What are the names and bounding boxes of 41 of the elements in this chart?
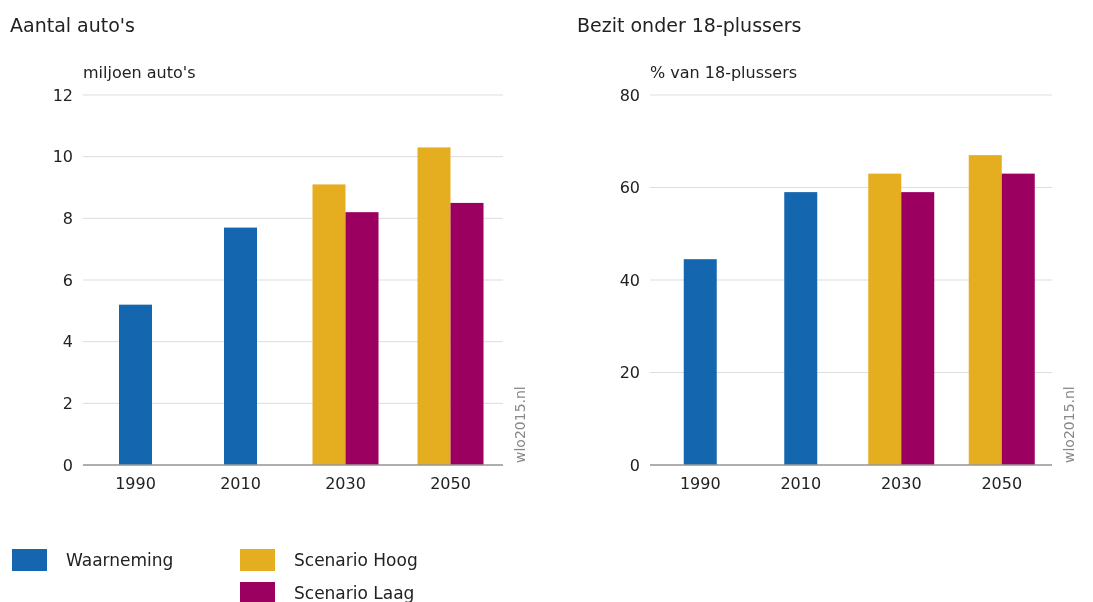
y-tick-label: 20	[619, 363, 640, 383]
bar	[119, 304, 152, 465]
bar	[683, 259, 717, 465]
bar	[868, 173, 902, 465]
y-tick-label: 80	[619, 85, 640, 105]
chart-title: Bezit onder 18-plussers	[577, 14, 802, 36]
bar	[224, 227, 257, 465]
x-tick-label: 2010	[220, 474, 261, 493]
y-axis-title: miljoen auto's	[83, 63, 196, 82]
x-tick-label: 2050	[430, 474, 471, 493]
bar	[417, 147, 451, 465]
text: wlo2015.nl	[1061, 386, 1077, 463]
y-tick-label: 0	[62, 455, 73, 475]
text: wlo2015.nl	[512, 386, 528, 463]
y-tick-label: 60	[619, 178, 640, 198]
y-tick-label: 6	[62, 270, 73, 290]
legend-label: Scenario Laag	[294, 582, 415, 602]
y-tick-label: 40	[619, 270, 640, 290]
x-tick-label: 2030	[880, 474, 922, 493]
bar	[784, 192, 818, 465]
y-tick-label: 0	[629, 455, 640, 475]
y-tick-label: 8	[62, 208, 73, 228]
y-tick-label: 4	[62, 332, 73, 352]
legend-label: Scenario Hoog	[294, 549, 418, 570]
bar	[901, 192, 935, 465]
x-tick-label: 2030	[325, 474, 366, 493]
y-axis-title: % van 18-plussers	[650, 63, 798, 82]
bar	[968, 155, 1002, 465]
y-tick-label: 10	[52, 147, 73, 167]
bar	[1001, 173, 1035, 465]
y-tick-label: 2	[62, 393, 73, 413]
x-tick-label: 2050	[981, 474, 1023, 493]
chart-title: Aantal auto's	[10, 14, 135, 36]
legend-label: Waarneming	[66, 549, 174, 570]
bar	[450, 202, 484, 465]
bar	[312, 184, 346, 465]
x-tick-label: 2010	[780, 474, 822, 493]
x-tick-label: 1990	[115, 474, 156, 493]
bar	[345, 212, 379, 465]
y-tick-label: 12	[52, 85, 73, 105]
x-tick-label: 1990	[679, 474, 721, 493]
